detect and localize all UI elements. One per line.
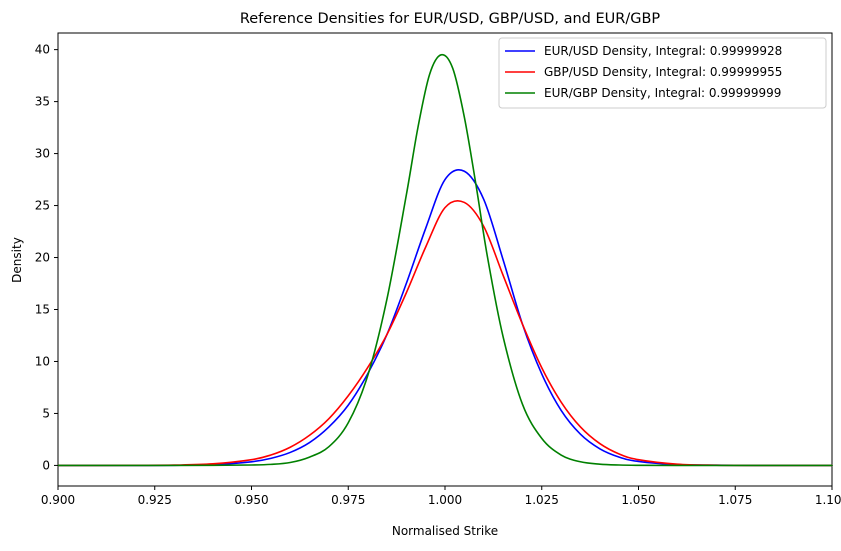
x-axis: 0.900 0.925 0.950 0.975 1.000 1.025 1.050 1.075… xyxy=(41,486,841,507)
x-tick-label: 1.075 xyxy=(718,493,752,507)
legend-label: GBP/USD Density, Integral: 0.99999955 xyxy=(544,65,782,79)
y-tick-label: 35 xyxy=(35,95,50,109)
x-tick-label: 1.025 xyxy=(525,493,559,507)
legend-label: EUR/USD Density, Integral: 0.99999928 xyxy=(544,44,782,58)
y-tick-label: 30 xyxy=(35,147,50,161)
x-tick-label: 0.975 xyxy=(331,493,365,507)
legend-box xyxy=(498,37,827,109)
y-tick-label: 20 xyxy=(35,251,50,265)
y-tick-label: 5 xyxy=(42,406,50,420)
x-tick-label: 0.900 xyxy=(41,493,75,507)
x-tick-label: 1.050 xyxy=(621,493,655,507)
y-tick-label: 10 xyxy=(35,354,50,368)
legend: EUR/USD Density, Integral: 0.99999928 GBP… xyxy=(498,37,827,109)
y-axis: 0 5 10 15 20 25 30 35 40 xyxy=(35,43,58,472)
x-tick-label: 1.100 xyxy=(815,493,841,507)
y-tick-label: 0 xyxy=(42,458,50,472)
legend-label: EUR/GBP Density, Integral: 0.99999999 xyxy=(544,86,781,100)
series-line-1 xyxy=(57,169,833,467)
series-line-2 xyxy=(57,199,833,467)
y-axis-label: Density xyxy=(10,237,24,283)
x-tick-label: 0.925 xyxy=(138,493,172,507)
x-axis-label: Normalised Strike xyxy=(392,524,498,538)
y-tick-label: 25 xyxy=(35,199,50,213)
x-tick-label: 1.000 xyxy=(428,493,462,507)
chart-title: Reference Densities for EUR/USD, GBP/USD… xyxy=(240,11,661,27)
x-tick-label: 0.950 xyxy=(234,493,268,507)
y-tick-label: 15 xyxy=(35,302,50,316)
y-tick-label: 40 xyxy=(35,43,50,57)
series-line-3 xyxy=(57,53,833,467)
series-layer xyxy=(57,53,833,467)
